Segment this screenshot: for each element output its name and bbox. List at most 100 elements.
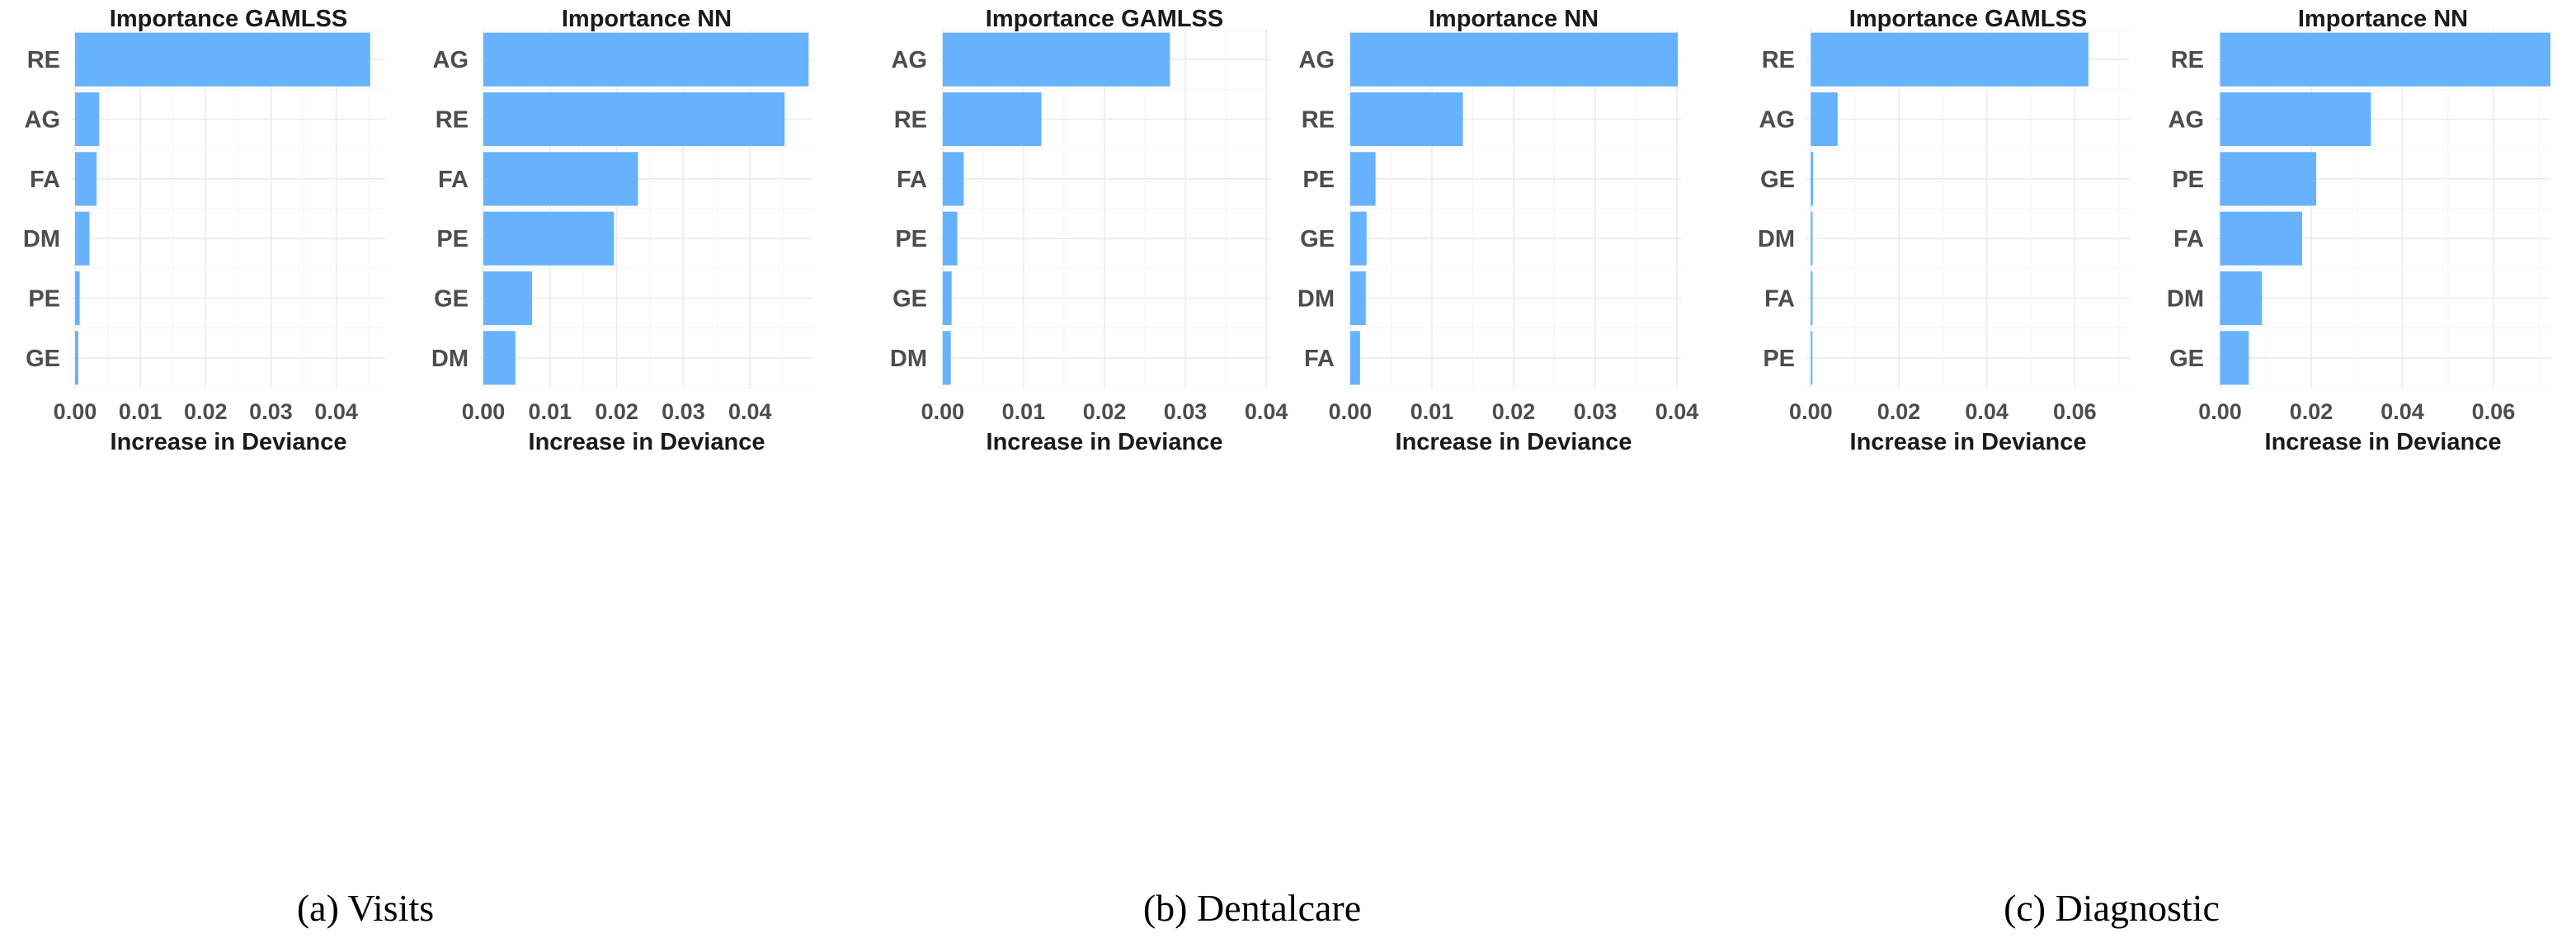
x-tick-label: 0.01	[1410, 399, 1454, 424]
x-tick-label: 0.04	[728, 399, 772, 424]
bar	[1811, 211, 1813, 266]
category-label: PE	[1302, 167, 1335, 193]
x-tick-label: 0.00	[54, 399, 97, 424]
x-tick-label: 0.04	[1965, 399, 2009, 424]
x-tick-label: 0.00	[1329, 399, 1373, 424]
bar	[1349, 32, 1679, 87]
x-tick-label: 0.02	[184, 399, 228, 424]
x-tick-label: 0.00	[1789, 399, 1833, 424]
category-label: RE	[1302, 107, 1335, 134]
category-label: FA	[1764, 286, 1795, 313]
x-tick-label: 0.04	[1655, 399, 1699, 424]
category-label: PE	[1763, 346, 1795, 372]
bar	[2220, 32, 2550, 87]
panel-title: Importance NN	[1429, 6, 1599, 32]
category-label: DM	[2167, 286, 2204, 313]
x-tick-label: 0.02	[1083, 399, 1127, 424]
x-axis-label: Increase in Deviance	[1850, 429, 2087, 455]
category-label: RE	[2171, 47, 2204, 73]
category-label: AG	[433, 47, 469, 73]
category-label: RE	[894, 107, 927, 134]
x-tick-label: 0.03	[1164, 399, 1208, 424]
bar	[483, 92, 785, 147]
x-tick-label: 0.06	[2472, 399, 2516, 424]
x-tick-label: 0.01	[529, 399, 572, 424]
bar	[1811, 271, 1813, 326]
x-axis-label: Increase in Deviance	[111, 429, 347, 455]
bar	[74, 152, 97, 206]
category-label: RE	[436, 107, 469, 134]
bar	[483, 271, 533, 326]
x-axis-label: Increase in Deviance	[2265, 429, 2502, 455]
category-label: DM	[1297, 286, 1335, 313]
x-tick-label: 0.04	[2381, 399, 2424, 424]
bar	[74, 211, 90, 266]
x-axis-label: Increase in Deviance	[1396, 429, 1632, 455]
category-label: GE	[434, 286, 469, 313]
x-axis-label: Increase in Deviance	[987, 429, 1223, 455]
category-label: FA	[30, 167, 60, 193]
category-label: RE	[1762, 47, 1795, 73]
x-tick-label: 0.00	[462, 399, 506, 424]
category-label: AG	[892, 47, 928, 73]
panel-title: Importance NN	[562, 6, 732, 32]
x-tick-label: 0.01	[119, 399, 162, 424]
bar	[942, 331, 951, 385]
bar	[2220, 271, 2263, 326]
bar	[483, 331, 516, 385]
bar	[1811, 32, 2089, 87]
bar	[2220, 331, 2249, 385]
category-label: AG	[25, 107, 61, 134]
x-tick-label: 0.04	[314, 399, 358, 424]
category-label: AG	[1759, 107, 1796, 134]
category-label: GE	[892, 286, 927, 313]
category-label: PE	[895, 226, 927, 252]
category-label: DM	[890, 346, 927, 372]
x-axis-label: Increase in Deviance	[529, 429, 765, 455]
bar	[74, 32, 370, 87]
bar	[2220, 152, 2317, 206]
bar	[942, 211, 958, 266]
x-tick-label: 0.02	[595, 399, 638, 424]
category-label: GE	[26, 346, 60, 372]
bar	[1349, 331, 1360, 385]
bar	[1811, 152, 1813, 206]
bar	[483, 32, 809, 87]
panel-title: Importance GAMLSS	[986, 6, 1223, 32]
bar	[1811, 92, 1838, 147]
subfigure-caption: (c) Diagnostic	[2004, 887, 2220, 929]
x-tick-label: 0.00	[921, 399, 965, 424]
category-label: PE	[436, 226, 469, 252]
category-label: FA	[897, 167, 927, 193]
x-tick-label: 0.02	[2290, 399, 2333, 424]
category-label: GE	[1760, 167, 1795, 193]
category-label: FA	[1304, 346, 1335, 372]
subfigure-caption: (b) Dentalcare	[1143, 887, 1361, 929]
panel-title: Importance NN	[2298, 6, 2468, 32]
bar	[74, 331, 78, 385]
panel-title: Importance GAMLSS	[1849, 6, 2087, 32]
category-label: DM	[431, 346, 469, 372]
bar	[1349, 271, 1366, 326]
bar	[1811, 331, 1813, 385]
category-label: PE	[2172, 167, 2204, 193]
x-tick-label: 0.03	[249, 399, 293, 424]
subfigure-caption: (a) Visits	[297, 887, 434, 929]
x-tick-label: 0.03	[662, 399, 705, 424]
category-label: PE	[28, 286, 60, 313]
bar	[1349, 152, 1376, 206]
category-label: DM	[1758, 226, 1795, 252]
panel-title: Importance GAMLSS	[110, 6, 347, 32]
bar	[2220, 92, 2371, 147]
bar	[942, 32, 1170, 87]
bar	[483, 211, 615, 266]
bar	[942, 152, 964, 206]
x-tick-label: 0.04	[1245, 399, 1288, 424]
bar	[74, 92, 100, 147]
category-label: RE	[27, 47, 60, 73]
x-tick-label: 0.03	[1574, 399, 1618, 424]
category-label: FA	[438, 167, 469, 193]
bar	[2220, 211, 2302, 266]
x-tick-label: 0.02	[1877, 399, 1921, 424]
